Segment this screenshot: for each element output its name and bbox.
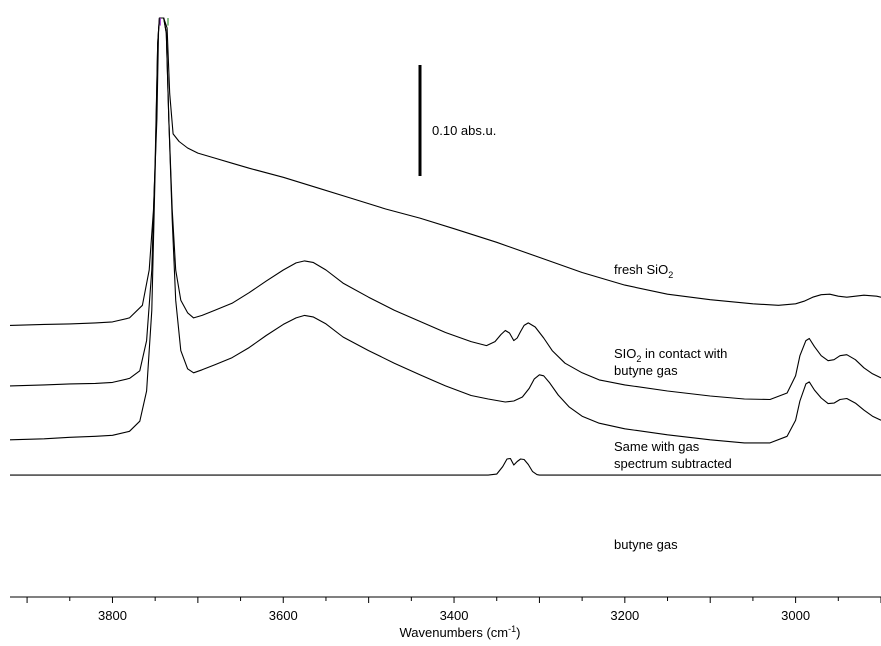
x-tick-label-3600: 3600 — [269, 608, 298, 623]
spectrum-line-4 — [10, 457, 881, 476]
spectrum-label-3: Same with gas spectrum subtracted — [614, 439, 732, 471]
x-tick-label-3200: 3200 — [610, 608, 639, 623]
x-axis: 3800 3600 3400 3200 3000 — [10, 596, 881, 623]
spectrum-label-2: SIO2 in contact with butyne gas — [614, 346, 727, 378]
spectrum-label-1: fresh SiO2 — [614, 262, 673, 280]
spectrum-line-1 — [9, 17, 881, 326]
x-tick-label-3800: 3800 — [98, 608, 127, 623]
spectrum-label-4: butyne gas — [614, 537, 678, 552]
spectrum-line-3 — [9, 17, 881, 444]
spectrum-line-2 — [9, 17, 881, 401]
spectrum-labels: fresh SiO2 SIO2 in contact with butyne gas… — [614, 262, 732, 552]
x-tick-label-3000: 3000 — [781, 608, 810, 623]
scale-bar: 0.10 abs.u. — [418, 65, 496, 176]
x-axis-title: Wavenumbers (cm-1) — [400, 624, 521, 640]
series-layer — [9, 17, 881, 476]
scale-bar-label: 0.10 abs.u. — [432, 123, 496, 138]
x-tick-label-3400: 3400 — [440, 608, 469, 623]
